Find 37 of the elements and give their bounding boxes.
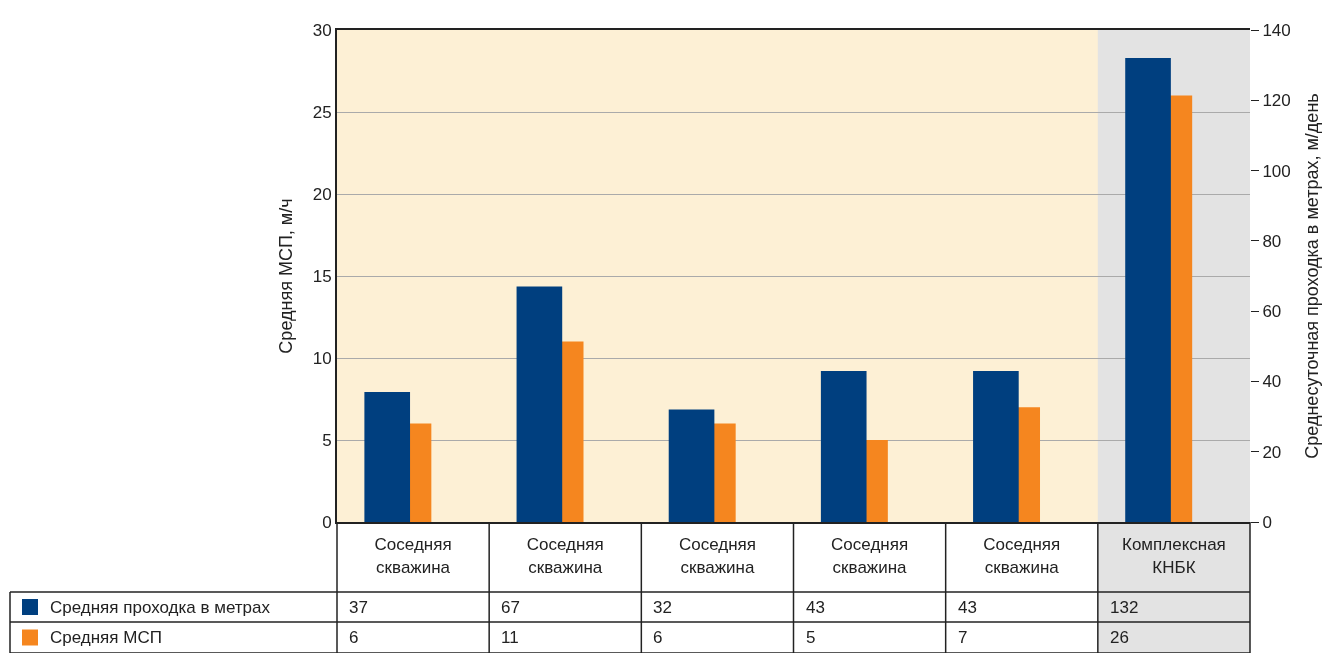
y-tick-label: 5 (322, 430, 332, 450)
y-tick-label: 15 (312, 266, 332, 286)
y-axis-title: Средняя МСП, м/ч (276, 198, 297, 354)
y2-tick-label: 20 (1262, 442, 1282, 462)
data-label: 132 (1110, 598, 1139, 617)
data-label: 5 (806, 628, 816, 647)
data-label: 67 (501, 598, 520, 617)
data-label: 6 (653, 628, 663, 647)
y2-tick-label: 100 (1262, 161, 1291, 181)
data-label: 43 (958, 598, 977, 617)
y2-tick-label: 60 (1262, 302, 1282, 322)
y-tick-label: 30 (312, 20, 332, 40)
x-tick-label: Соседняя скважина (526, 535, 604, 577)
data-label: 32 (653, 598, 672, 617)
legend-label: Средняя проходка в метрах (50, 598, 271, 617)
x-tick-label: Соседняя скважина (831, 535, 909, 577)
y2-tick-label: 140 (1262, 20, 1291, 40)
x-tick-label: Комплексная КНБК (1122, 535, 1226, 577)
y2-axis-title: Среднесуточная проходка в метрах, м/день (1301, 93, 1322, 459)
y-tick-label: 10 (312, 348, 332, 368)
y2-tick-label: 80 (1262, 231, 1282, 251)
data-label: 6 (349, 628, 359, 647)
legend-label: Средняя МСП (50, 628, 162, 647)
x-tick-label: Соседняя скважина (983, 535, 1061, 577)
y-tick-label: 0 (322, 512, 332, 532)
x-tick-label: Соседняя скважина (374, 535, 452, 577)
y-tick-label: 20 (312, 184, 332, 204)
data-label: 7 (958, 628, 968, 647)
y2-tick-label: 0 (1262, 512, 1272, 532)
y2-tick-label: 40 (1262, 372, 1282, 392)
y-tick-label: 25 (312, 102, 332, 122)
data-label: 37 (349, 598, 368, 617)
data-label: 26 (1110, 628, 1129, 647)
y2-tick-label: 120 (1262, 91, 1291, 111)
data-label: 43 (806, 598, 825, 617)
x-tick-label: Соседняя скважина (678, 535, 756, 577)
data-label: 11 (501, 628, 519, 647)
